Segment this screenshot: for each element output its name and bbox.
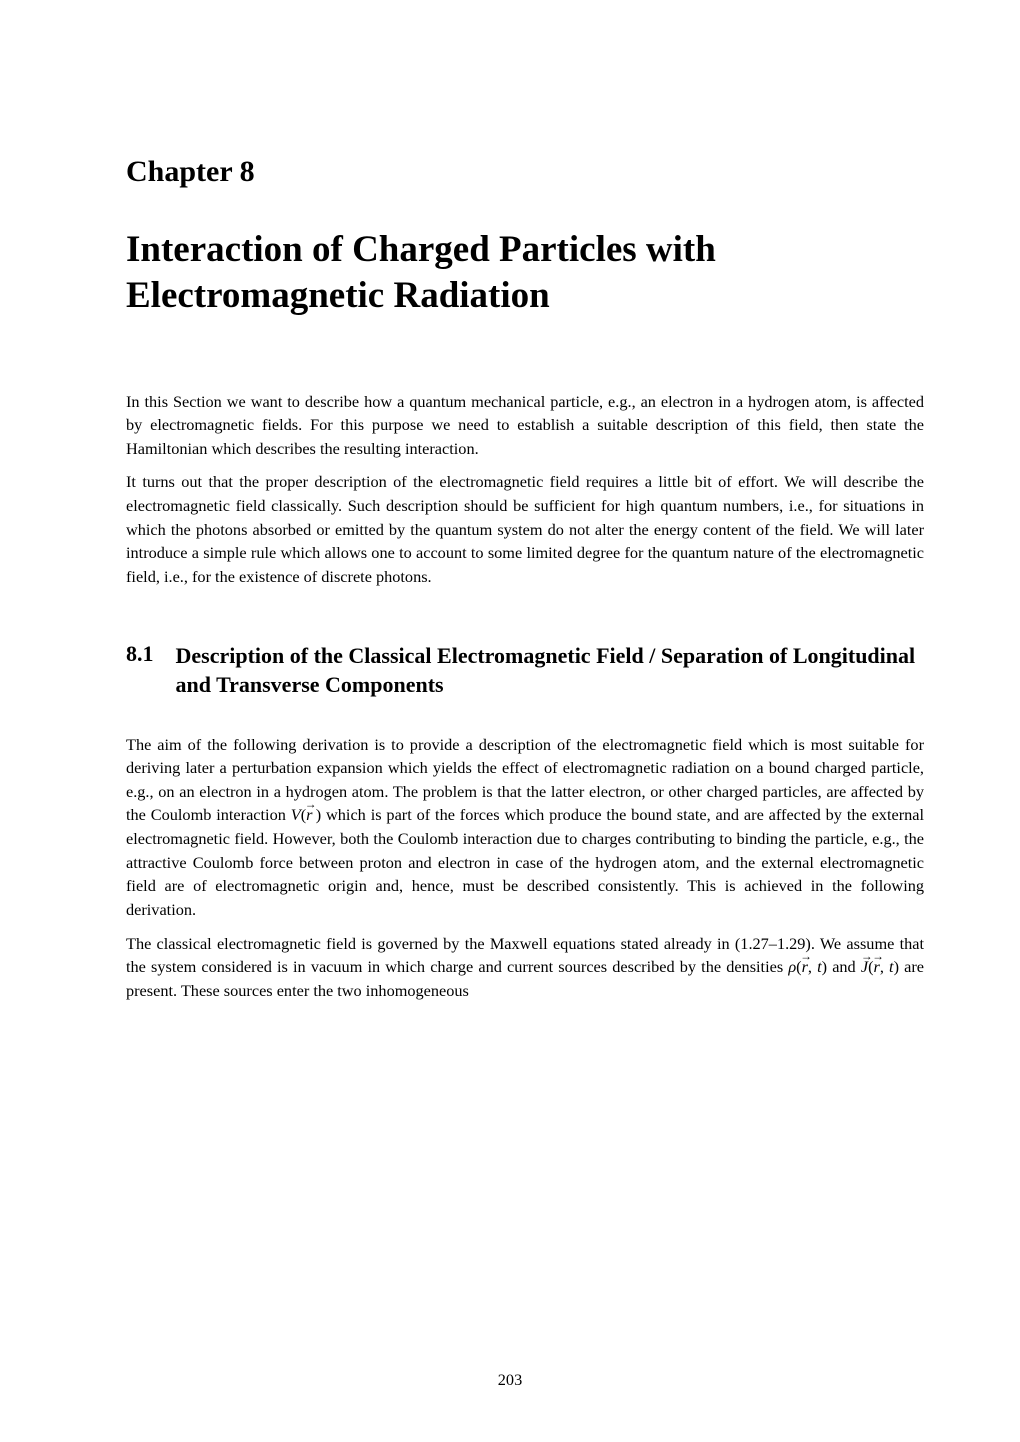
section-p2-part-b: and	[827, 957, 861, 976]
math-V: V	[291, 805, 301, 824]
chapter-title-line2: Electromagnetic Radiation	[126, 275, 550, 316]
math-J-vec: J	[861, 955, 868, 979]
math-rho: ρ	[788, 957, 796, 976]
math-r-vec-2: r	[802, 955, 808, 979]
page: Chapter 8 Interaction of Charged Particl…	[0, 0, 1020, 1442]
intro-paragraph-2: It turns out that the proper description…	[126, 470, 924, 588]
section-number: 8.1	[126, 641, 176, 699]
section-title: Description of the Classical Electromagn…	[176, 641, 925, 699]
chapter-label: Chapter 8	[126, 155, 924, 189]
math-r-vec-1: r	[306, 803, 312, 827]
section-paragraph-1: The aim of the following derivation is t…	[126, 733, 924, 922]
math-r-vec-3: r	[874, 955, 880, 979]
section-heading: 8.1 Description of the Classical Electro…	[126, 641, 924, 699]
chapter-title: Interaction of Charged Particles with El…	[126, 227, 924, 320]
section-paragraph-2: The classical electromagnetic field is g…	[126, 932, 924, 1003]
intro-paragraph-1: In this Section we want to describe how …	[126, 390, 924, 461]
page-number: 203	[0, 1370, 1020, 1390]
chapter-title-line1: Interaction of Charged Particles with	[126, 229, 716, 270]
